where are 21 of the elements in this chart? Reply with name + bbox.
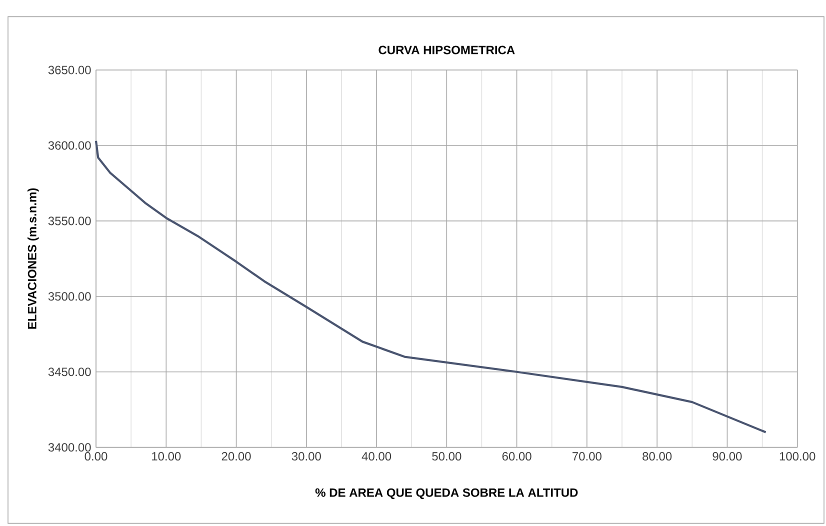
- x-tick-label: 60.00: [502, 452, 532, 461]
- y-tick-label: 3400.00: [48, 443, 91, 452]
- chart-title: CURVA HIPSOMETRICA: [378, 46, 515, 54]
- line-series: [94, 140, 767, 434]
- x-axis-title: % DE AREA QUE QUEDA SOBRE LA ALTITUD: [315, 488, 578, 500]
- y-tick-label: 3600.00: [48, 141, 91, 150]
- x-tick-label: 100.00: [780, 452, 816, 461]
- x-tick-label: 20.00: [222, 452, 251, 461]
- y-tick-label: 3550.00: [48, 216, 91, 226]
- x-tick-label: 30.00: [292, 452, 321, 461]
- x-tick-label: 10.00: [152, 452, 181, 461]
- x-tick-label: 0.00: [84, 452, 108, 461]
- y-tick-label: 3650.00: [48, 66, 91, 74]
- y-axis-title: ELEVACIONES (m.s.n.m): [28, 188, 39, 329]
- y-tick-label: 3450.00: [48, 368, 91, 376]
- x-tick-label: 90.00: [712, 452, 742, 461]
- x-tick-label: 80.00: [642, 452, 672, 461]
- x-tick-label: 40.00: [362, 452, 392, 461]
- y-tick-label: 3500.00: [48, 292, 91, 301]
- x-tick-label: 70.00: [572, 452, 602, 461]
- x-tick-label: 50.00: [432, 452, 462, 461]
